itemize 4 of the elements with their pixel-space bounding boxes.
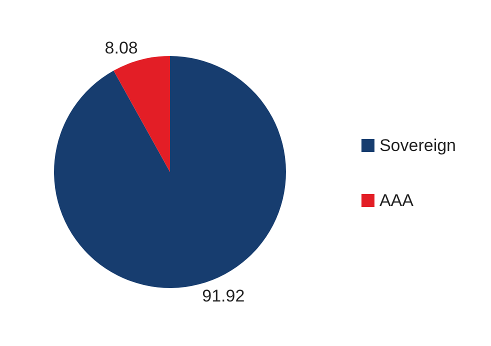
legend-label: AAA [379,191,414,210]
data-label: 8.08 [104,38,138,58]
data-label: 91.92 [202,286,245,306]
legend-label: Sovereign [379,136,456,155]
